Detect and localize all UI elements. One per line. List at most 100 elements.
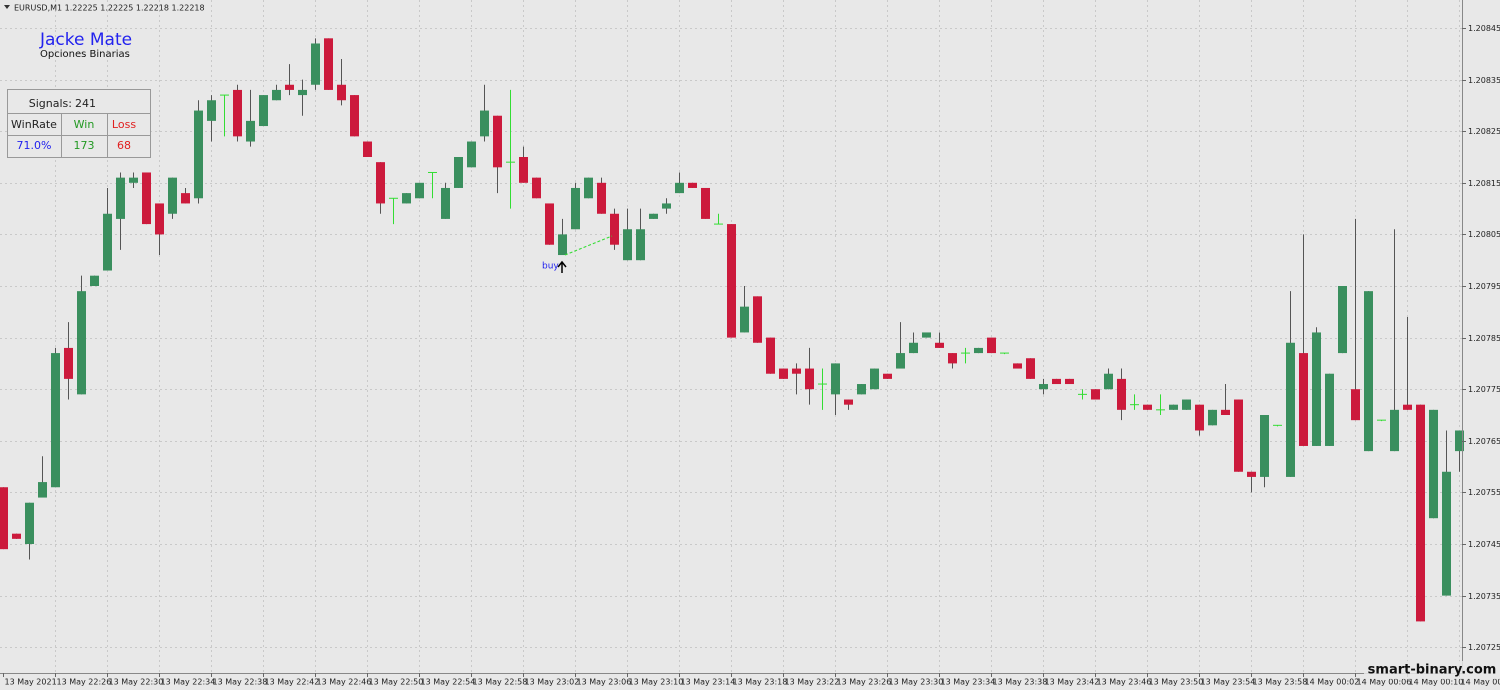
- x-tick-label: 13 May 22:26: [57, 678, 112, 687]
- candle-body: [77, 291, 86, 395]
- candle-body: [246, 120, 255, 142]
- candle-body: [1117, 378, 1126, 410]
- candle-body: [662, 203, 671, 209]
- candle-body: [272, 89, 281, 101]
- candle-body: [844, 399, 853, 405]
- x-tick-label: 13 May 23:50: [1149, 678, 1204, 687]
- candle-body: [363, 141, 372, 157]
- y-tick-label: 1.20825: [1468, 127, 1500, 136]
- panel-border: [7, 89, 151, 158]
- signals-label: Signals:: [29, 97, 72, 110]
- candle-body: [181, 193, 190, 204]
- candle-body: [1221, 409, 1230, 415]
- candle-body: [480, 110, 489, 137]
- x-tick-label: 13 May 23:26: [837, 678, 892, 687]
- candle-body: [1299, 353, 1308, 446]
- x-tick-label: 13 May 22:34: [161, 678, 216, 687]
- x-tick-label: 13 May 22:54: [421, 678, 476, 687]
- candle-body: [1234, 399, 1243, 472]
- candle-body: [896, 353, 905, 369]
- candle-body: [116, 177, 125, 219]
- y-tick-label: 1.20765: [1468, 437, 1500, 446]
- candle-body: [779, 368, 788, 379]
- candle-body: [584, 177, 593, 199]
- candle-body: [64, 347, 73, 379]
- y-tick-label: 1.20815: [1468, 179, 1500, 188]
- candle-body: [688, 182, 697, 188]
- candle-body: [1065, 378, 1074, 385]
- x-tick-label: 13 May 23:58: [1253, 678, 1308, 687]
- x-tick-label: 13 May 23:18: [733, 678, 788, 687]
- candle-body: [233, 89, 242, 137]
- x-tick-label: 14 May 00:14: [1461, 678, 1500, 687]
- candle-body: [753, 296, 762, 343]
- candle-body: [1052, 378, 1061, 385]
- x-tick-label: 13 May 23:38: [993, 678, 1048, 687]
- x-tick-label: 13 May 23:22: [785, 678, 840, 687]
- candle-body: [519, 157, 528, 183]
- candle-body: [285, 84, 294, 90]
- candle-body: [1403, 404, 1412, 410]
- menu-arrow[interactable]: [4, 5, 10, 9]
- candle-body: [259, 95, 268, 127]
- candle-body: [974, 347, 983, 354]
- candle-body: [909, 342, 918, 354]
- candle-body: [376, 162, 385, 204]
- signals-count: 241: [75, 97, 96, 110]
- x-tick-label: 14 May 00:02: [1305, 678, 1360, 687]
- y-tick-label: 1.20725: [1468, 643, 1500, 652]
- candle-body: [402, 193, 411, 204]
- candle-body: [922, 332, 931, 338]
- x-tick-label: 13 May 22:42: [265, 678, 320, 687]
- x-tick-label: 13 May 23:54: [1201, 678, 1256, 687]
- candle-body: [350, 95, 359, 137]
- candle-body: [532, 177, 541, 199]
- candle-body: [727, 224, 736, 338]
- x-tick-label: 13 May 23:10: [629, 678, 684, 687]
- signal-line: [564, 235, 613, 256]
- candle-body: [701, 187, 710, 219]
- candle-body: [883, 373, 892, 379]
- y-tick-label: 1.20835: [1468, 76, 1500, 85]
- candle-body: [1442, 471, 1451, 596]
- signals-panel: Signals: 241 WinRate Win Loss 71.0% 173 …: [7, 89, 151, 158]
- candle-body: [1416, 404, 1425, 622]
- candle-body: [792, 368, 801, 374]
- candle-body: [1325, 373, 1334, 446]
- candle-body: [1312, 332, 1321, 446]
- win: 173: [74, 139, 95, 152]
- candle-body: [610, 213, 619, 245]
- candle-body: [0, 487, 8, 550]
- watermark: smart-binary.com: [1368, 663, 1497, 678]
- x-tick-label: 13 May 22:46: [317, 678, 372, 687]
- x-tick-label: 13 May 22:58: [473, 678, 528, 687]
- candle-body: [12, 533, 21, 539]
- candle-body: [25, 502, 34, 544]
- candle-body: [935, 342, 944, 348]
- y-tick-label: 1.20775: [1468, 385, 1500, 394]
- candle-body: [441, 187, 450, 219]
- candle-body: [1143, 404, 1152, 410]
- candle-body: [870, 368, 879, 390]
- y-tick-label: 1.20805: [1468, 230, 1500, 239]
- candle-body: [1338, 286, 1347, 354]
- title: Jacke Mate: [39, 30, 132, 50]
- candle-body: [623, 229, 632, 261]
- candle-body: [597, 182, 606, 214]
- y-tick-label: 1.20795: [1468, 282, 1500, 291]
- candle-body: [1260, 415, 1269, 477]
- watermark-bg: [1364, 661, 1500, 679]
- candle-body: [571, 187, 580, 230]
- candle-body: [207, 100, 216, 121]
- x-tick-label: 14 May 00:06: [1357, 678, 1412, 687]
- header-loss: Loss: [112, 118, 136, 131]
- candle-body: [311, 43, 320, 85]
- x-tick-label: 13 May 23:30: [889, 678, 944, 687]
- y-tick-label: 1.20745: [1468, 540, 1500, 549]
- x-tick-label: 13 May 2021: [5, 678, 57, 687]
- candle-body: [168, 177, 177, 214]
- candle-body: [90, 275, 99, 286]
- candle-body: [454, 157, 463, 188]
- symbol-info: EURUSD,M1 1.22225 1.22225 1.22218 1.2221…: [14, 4, 205, 13]
- candle-body: [805, 368, 814, 390]
